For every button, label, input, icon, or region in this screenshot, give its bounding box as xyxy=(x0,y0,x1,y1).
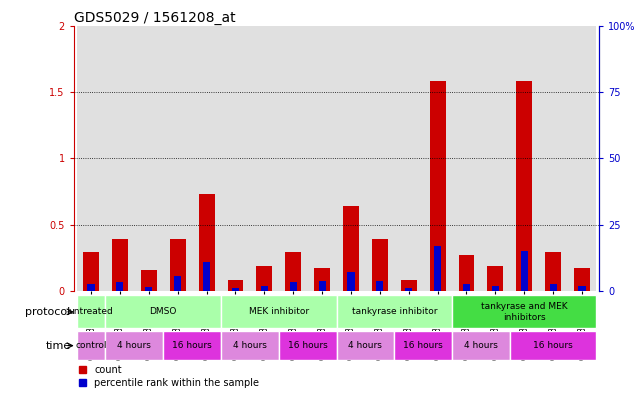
Bar xyxy=(319,281,326,291)
Bar xyxy=(256,266,272,291)
Bar xyxy=(549,283,556,291)
Bar xyxy=(141,270,157,291)
Bar xyxy=(279,332,337,360)
Bar xyxy=(452,26,481,291)
Bar xyxy=(492,285,499,291)
Bar xyxy=(221,26,250,291)
Text: DMSO: DMSO xyxy=(149,307,177,316)
Bar xyxy=(77,296,106,328)
Bar xyxy=(394,332,452,360)
Bar xyxy=(394,26,423,291)
Text: tankyrase and MEK
inhibitors: tankyrase and MEK inhibitors xyxy=(481,302,567,321)
Bar xyxy=(117,281,124,291)
Bar xyxy=(545,252,561,291)
Bar xyxy=(228,279,244,291)
Bar xyxy=(401,279,417,291)
Bar xyxy=(170,239,186,291)
Bar xyxy=(163,332,221,360)
Text: control: control xyxy=(75,341,107,350)
Bar xyxy=(77,332,106,360)
Bar xyxy=(510,26,538,291)
Bar xyxy=(203,262,210,291)
Bar xyxy=(279,26,308,291)
Bar xyxy=(452,296,596,328)
Bar xyxy=(574,268,590,291)
Bar xyxy=(174,276,181,291)
Bar xyxy=(578,285,586,291)
Bar xyxy=(146,287,153,291)
Bar xyxy=(285,252,301,291)
Bar xyxy=(290,281,297,291)
Text: MEK inhibitor: MEK inhibitor xyxy=(249,307,309,316)
Bar xyxy=(135,26,163,291)
Bar xyxy=(516,81,532,291)
Text: 16 hours: 16 hours xyxy=(403,341,443,350)
Text: 16 hours: 16 hours xyxy=(288,341,328,350)
Bar xyxy=(106,296,221,328)
Bar xyxy=(452,332,510,360)
Bar xyxy=(567,26,596,291)
Bar xyxy=(434,246,441,291)
Text: tankyrase inhibitor: tankyrase inhibitor xyxy=(351,307,437,316)
Bar xyxy=(163,26,192,291)
Bar xyxy=(463,283,470,291)
Bar xyxy=(423,26,452,291)
Bar xyxy=(199,194,215,291)
Bar xyxy=(365,26,394,291)
Bar xyxy=(481,26,510,291)
Legend: count, percentile rank within the sample: count, percentile rank within the sample xyxy=(79,365,259,388)
Text: protocol: protocol xyxy=(25,307,71,317)
Bar xyxy=(87,283,95,291)
Bar xyxy=(314,268,330,291)
Text: time: time xyxy=(46,341,71,351)
Bar xyxy=(510,332,596,360)
Bar xyxy=(261,285,268,291)
Text: GDS5029 / 1561208_at: GDS5029 / 1561208_at xyxy=(74,11,235,24)
Bar xyxy=(337,332,394,360)
Bar xyxy=(337,26,365,291)
Bar xyxy=(106,26,135,291)
Bar xyxy=(538,26,567,291)
Bar xyxy=(77,26,106,291)
Bar xyxy=(192,26,221,291)
Bar xyxy=(343,206,359,291)
Text: 16 hours: 16 hours xyxy=(172,341,212,350)
Bar xyxy=(232,288,239,291)
Text: 4 hours: 4 hours xyxy=(117,341,151,350)
Bar xyxy=(376,281,383,291)
Bar xyxy=(520,251,528,291)
Bar xyxy=(112,239,128,291)
Bar xyxy=(250,26,279,291)
Bar xyxy=(429,81,445,291)
Bar xyxy=(372,239,388,291)
Bar xyxy=(106,332,163,360)
Bar xyxy=(337,296,452,328)
Bar xyxy=(405,288,412,291)
Text: 4 hours: 4 hours xyxy=(233,341,267,350)
Bar xyxy=(487,266,503,291)
Bar xyxy=(221,296,337,328)
Bar xyxy=(83,252,99,291)
Text: 4 hours: 4 hours xyxy=(464,341,498,350)
Text: 4 hours: 4 hours xyxy=(349,341,382,350)
Bar xyxy=(308,26,337,291)
Text: 16 hours: 16 hours xyxy=(533,341,573,350)
Text: untreated: untreated xyxy=(69,307,113,316)
Bar xyxy=(458,255,474,291)
Bar xyxy=(221,332,279,360)
Bar xyxy=(347,272,354,291)
